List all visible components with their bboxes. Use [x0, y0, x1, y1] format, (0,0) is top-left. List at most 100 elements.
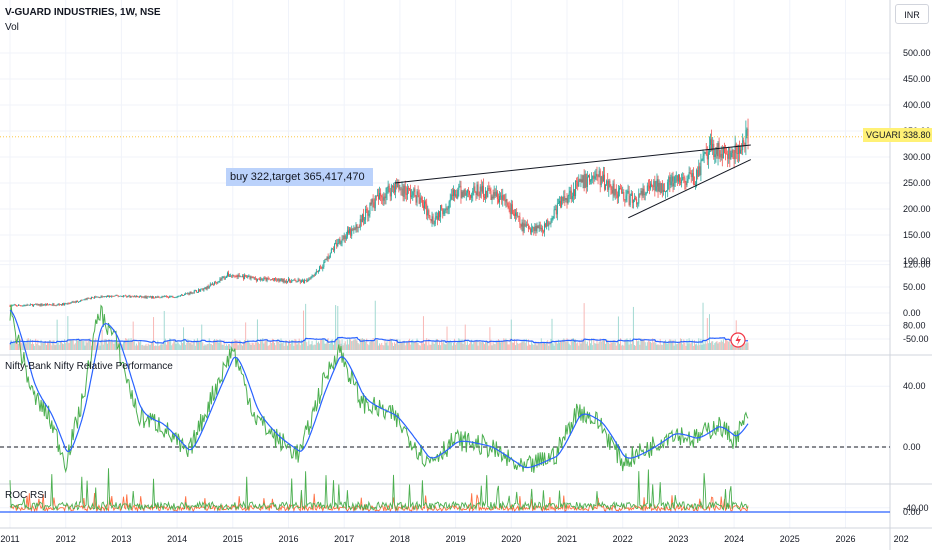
- candle-body: [106, 296, 108, 297]
- volume-bar: [494, 344, 496, 350]
- volume-bar: [719, 342, 721, 350]
- rp-blue-series: [9, 309, 749, 469]
- volume-bar: [176, 341, 178, 350]
- volume-bar: [70, 339, 72, 350]
- volume-bar: [277, 339, 279, 350]
- candle-body: [131, 296, 133, 297]
- candle-body: [21, 305, 23, 307]
- volume-bar: [644, 342, 646, 350]
- candle-body: [288, 278, 289, 282]
- lightning-icon[interactable]: [730, 332, 746, 348]
- candle-body: [520, 224, 522, 227]
- volume-label: Vol: [5, 22, 19, 33]
- candle-body: [251, 276, 253, 278]
- candle-body: [93, 297, 95, 299]
- candle-body: [314, 272, 316, 276]
- volume-bar: [20, 338, 22, 350]
- candle-body: [421, 199, 423, 206]
- candle-body: [78, 301, 80, 303]
- candle-body: [637, 203, 639, 205]
- candle-body: [54, 305, 56, 307]
- candle-body: [707, 152, 709, 160]
- candle-body: [473, 186, 475, 191]
- volume-bar: [194, 345, 196, 350]
- candle-body: [249, 275, 251, 279]
- volume-bar: [241, 345, 243, 350]
- volume-bar: [138, 341, 140, 350]
- trendlines[interactable]: [394, 144, 752, 219]
- candle-body: [399, 188, 401, 190]
- candle-body: [599, 170, 601, 186]
- volume-bar: [638, 340, 640, 350]
- volume-bar: [720, 340, 722, 350]
- volume-bar: [358, 344, 360, 350]
- candle-body: [301, 280, 303, 281]
- candle-body: [88, 297, 90, 299]
- time-axis[interactable]: 2011 2012 2013 2014 2015 2016 2017 2018 2019 2020…: [0, 534, 908, 544]
- candle-body: [261, 278, 263, 281]
- candle-body: [293, 279, 295, 281]
- volume-bar: [662, 342, 664, 350]
- volume-bar: [223, 340, 225, 350]
- volume-bar: [169, 338, 171, 350]
- volume-bar: [14, 338, 16, 350]
- volume-bar: [554, 341, 556, 350]
- volume-bar: [71, 340, 73, 350]
- volume-bar: [317, 341, 319, 350]
- volume-bar: [315, 340, 317, 350]
- volume-bar: [592, 345, 594, 350]
- candle-body: [620, 187, 622, 189]
- candle-body: [474, 186, 476, 193]
- volume-bar: [331, 339, 333, 350]
- volume-bar: [533, 344, 535, 350]
- candle-body: [517, 215, 519, 217]
- volume-bar: [99, 345, 101, 350]
- volume-bar: [220, 340, 222, 350]
- candle-body: [681, 179, 683, 184]
- candle-body: [602, 174, 604, 182]
- volume-bar: [78, 340, 80, 350]
- candle-body: [356, 224, 358, 229]
- annotation-note[interactable]: buy 322,target 365,417,470: [226, 168, 373, 186]
- candle-body: [206, 285, 208, 290]
- volume-bar: [18, 343, 20, 350]
- volume-bar: [85, 339, 87, 350]
- candle-body: [490, 191, 492, 200]
- currency-button[interactable]: INR: [895, 4, 929, 24]
- volume-bar: [267, 345, 269, 350]
- volume-bar: [11, 344, 13, 350]
- volume-bar: [552, 343, 554, 350]
- volume-bar: [301, 343, 303, 350]
- candle-body: [683, 177, 685, 178]
- candle-body: [632, 199, 634, 203]
- volume-bar: [81, 340, 83, 350]
- candle-body: [193, 290, 195, 293]
- price-axis[interactable]: 500.00450.00400.00350.00300.00250.00200.…: [903, 48, 931, 517]
- volume-bar: [264, 341, 266, 350]
- candle-body: [559, 200, 561, 204]
- candle-body: [238, 275, 240, 277]
- volume-bar: [291, 340, 293, 350]
- candle-body: [502, 195, 504, 200]
- candle-body: [702, 155, 704, 160]
- volume-bar: [661, 344, 663, 350]
- volume-bar: [61, 343, 63, 350]
- volume-bar: [24, 342, 26, 350]
- candle-body: [390, 185, 392, 197]
- candle-body: [595, 173, 597, 177]
- volume-bar: [565, 342, 567, 350]
- candle-body: [99, 297, 101, 299]
- candle-body: [192, 292, 194, 294]
- volume-bar: [689, 343, 691, 350]
- candle-body: [51, 304, 53, 306]
- volume-bar: [432, 342, 434, 350]
- candle-body: [534, 225, 536, 231]
- candle-body: [600, 176, 602, 186]
- volume-bar: [421, 343, 423, 350]
- candle-body: [580, 179, 582, 182]
- candle-body: [668, 177, 670, 183]
- volume-bar: [505, 338, 507, 350]
- candle-body: [142, 296, 144, 298]
- volume-bar: [403, 340, 405, 350]
